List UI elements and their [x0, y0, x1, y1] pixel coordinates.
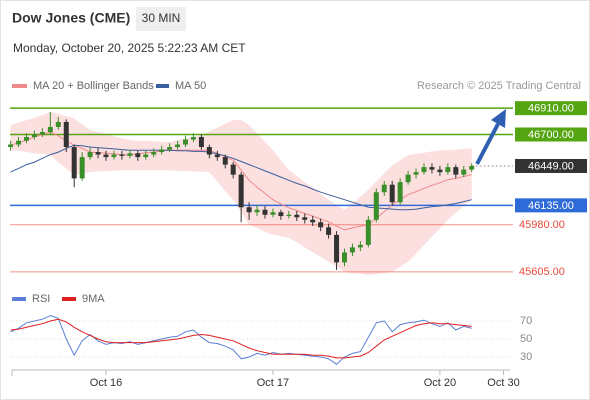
- candle-body: [373, 192, 379, 220]
- candle-body: [230, 164, 236, 175]
- source: Research © 2025 Trading Central: [417, 80, 581, 92]
- candle-body: [429, 167, 435, 170]
- rsi-tick-label: 70: [520, 315, 532, 327]
- candle-body: [334, 234, 340, 263]
- candle-body: [262, 209, 268, 215]
- candle-body: [381, 184, 387, 193]
- candle-body: [151, 152, 157, 155]
- candle-body: [63, 121, 69, 148]
- candle-body: [71, 147, 77, 179]
- candle-body: [8, 144, 14, 148]
- ma20-line: [10, 131, 472, 231]
- candle-body: [214, 154, 220, 158]
- x-tick-label: Oct 16: [90, 377, 122, 389]
- candle-body: [278, 212, 284, 217]
- interval-label: 30 MIN: [142, 11, 181, 25]
- candle-body: [357, 244, 363, 248]
- legend-label: 9MA: [82, 293, 105, 305]
- candle-body: [16, 140, 22, 145]
- candle-body: [246, 207, 252, 213]
- level-box: [515, 127, 587, 142]
- candle-body: [461, 169, 467, 175]
- candle-body: [190, 137, 196, 140]
- candle-body: [437, 169, 443, 173]
- candle-body: [111, 154, 117, 158]
- candle-body: [389, 184, 395, 203]
- candle-body: [453, 167, 459, 175]
- candle-body: [175, 144, 181, 148]
- candle-body: [31, 134, 37, 138]
- candle-body: [286, 214, 292, 217]
- candle-body: [349, 247, 355, 253]
- level-label: 46135.00: [528, 200, 574, 212]
- forecast-arrowhead: [491, 109, 506, 128]
- plot: MA 20 + Bollinger Bands MA 50 46910.00 4670…: [8, 80, 587, 389]
- candle-body: [87, 152, 93, 158]
- level-box: [515, 158, 587, 173]
- candle-body: [206, 147, 212, 155]
- subtitle: Monday, October 20, 2025 5:22:23 AM CET: [13, 41, 246, 55]
- candle-body: [421, 167, 427, 173]
- rsi-tick-label: 50: [520, 333, 532, 345]
- candle-body: [24, 137, 29, 141]
- rsi-line: [10, 315, 472, 365]
- candle-body: [413, 172, 419, 175]
- candle-body: [167, 147, 173, 150]
- candle-body: [294, 214, 300, 218]
- candle-body: [405, 174, 411, 183]
- candle-body: [342, 252, 347, 263]
- candle-body: [469, 165, 475, 170]
- candle-body: [135, 153, 141, 158]
- x-tick-label: Oct 30: [487, 377, 519, 389]
- candle-body: [79, 157, 85, 179]
- candle-body: [302, 217, 308, 220]
- candle-body: [254, 209, 260, 213]
- level-box: [515, 101, 587, 116]
- candle-body: [326, 227, 332, 235]
- legend-label: RSI: [32, 293, 50, 305]
- legend-label: MA 20 + Bollinger Bands: [33, 80, 154, 92]
- candle-body: [270, 212, 276, 215]
- rsi-tick-label: 30: [520, 351, 532, 363]
- level-label: 45605.00: [519, 266, 565, 278]
- x-tick-label: Oct 20: [424, 377, 456, 389]
- candle-body: [47, 126, 53, 132]
- candle-body: [198, 137, 204, 148]
- level-label: 46449.00: [528, 160, 574, 172]
- candle-body: [238, 174, 244, 208]
- x-tick-label: Oct 17: [257, 377, 289, 389]
- candle-body: [365, 219, 371, 245]
- candle-body: [55, 121, 61, 127]
- candle-body: [397, 182, 403, 203]
- candle-body: [183, 139, 188, 145]
- legend-label: MA 50: [175, 80, 206, 92]
- ma50-line: [10, 144, 472, 211]
- candle-body: [103, 154, 109, 158]
- candle-body: [318, 222, 324, 228]
- candle-body: [127, 153, 133, 156]
- candle-body: [159, 149, 165, 153]
- candle-body: [310, 219, 316, 223]
- candle-body: [119, 154, 125, 156]
- level-label: 46700.00: [528, 129, 574, 141]
- level-box: [515, 198, 587, 213]
- candle-body: [445, 167, 451, 173]
- forecast-arrow: [475, 123, 500, 165]
- interval-badge: [136, 7, 186, 31]
- candle-body: [39, 131, 45, 135]
- level-label: 46910.00: [528, 103, 574, 115]
- candle-body: [95, 152, 101, 155]
- chart-title: Dow Jones (CME): [12, 10, 130, 26]
- level-label: 45980.00: [519, 219, 565, 231]
- candle-body: [222, 157, 228, 165]
- rsi-line: [10, 318, 472, 359]
- candle-body: [143, 154, 149, 158]
